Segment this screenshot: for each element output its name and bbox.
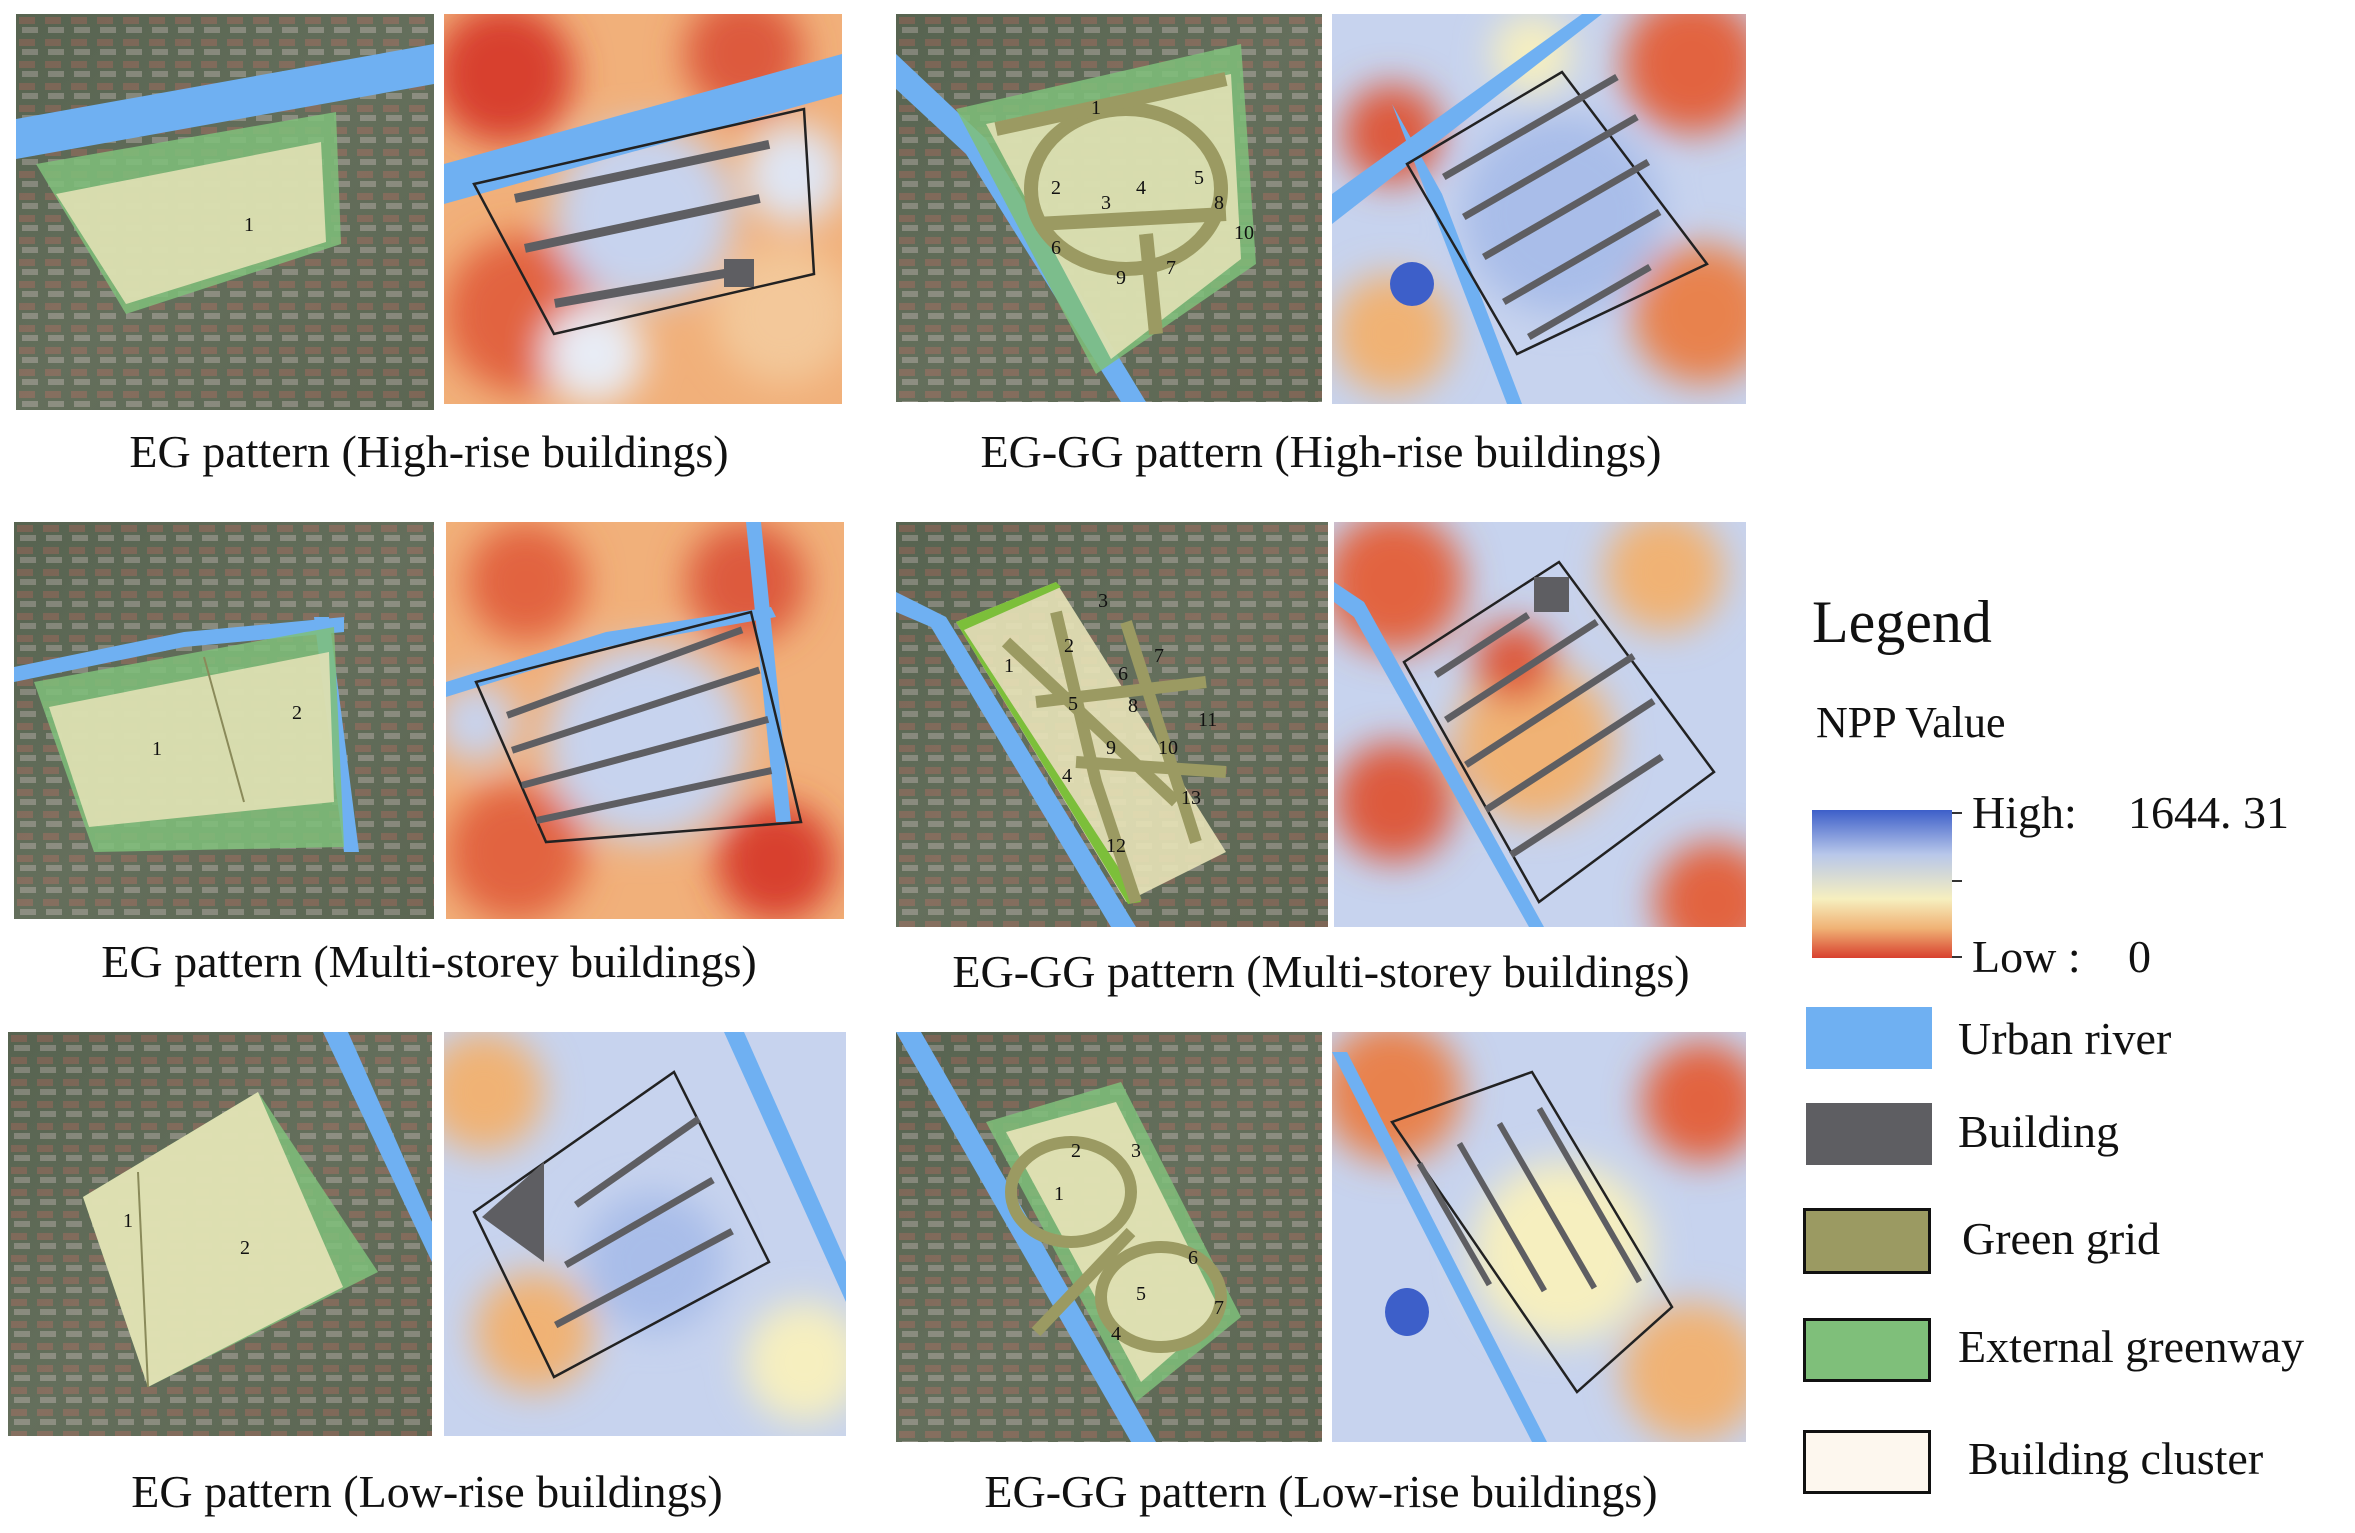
npp-high-label: High: (1972, 787, 2077, 838)
cluster-label: 1 (152, 738, 162, 760)
external-greenway-swatch (1803, 1318, 1931, 1382)
cluster-label: 2 (240, 1237, 250, 1259)
cluster-label: 3 (1098, 590, 1108, 612)
npp-low-value: 0 (2128, 931, 2151, 982)
cluster-label: 3 (1101, 192, 1111, 214)
cluster-label: 5 (1194, 167, 1204, 189)
cluster-label: 6 (1188, 1247, 1198, 1269)
satellite-map-eggg-multi-storey: 1 2 3 4 5 6 7 8 9 10 11 12 13 (896, 522, 1328, 927)
cluster-label: 8 (1128, 695, 1138, 717)
npp-map-eg-low-rise (444, 1032, 846, 1436)
npp-low-label: Low : (1972, 931, 2081, 982)
cluster-label: 2 (292, 702, 302, 724)
building-cluster-label: Building cluster (1968, 1433, 2264, 1484)
cluster-label: 6 (1051, 237, 1061, 259)
gradient-tick-mid (1952, 880, 1962, 882)
cluster-label: 7 (1214, 1297, 1224, 1319)
npp-value-title: NPP Value (1816, 698, 2006, 747)
cluster-label: 12 (1106, 835, 1126, 857)
cluster-label: 2 (1051, 177, 1061, 199)
gradient-tick-high (1952, 812, 1962, 814)
cluster-label: 9 (1116, 267, 1126, 289)
cluster-label: 4 (1062, 765, 1072, 787)
cluster-label: 1 (1091, 97, 1101, 119)
cluster-label: 1 (123, 1210, 133, 1232)
external-greenway-label: External greenway (1958, 1321, 2305, 1372)
npp-map-eggg-low-rise (1332, 1032, 1746, 1442)
satellite-map-eg-low-rise: 1 2 (8, 1032, 432, 1436)
cluster-label: 3 (1131, 1140, 1141, 1162)
cluster-label: 4 (1136, 177, 1146, 199)
cluster-label: 5 (1136, 1283, 1146, 1305)
cluster-label: 10 (1158, 737, 1178, 759)
cluster-label: 6 (1118, 663, 1128, 685)
npp-gradient-bar (1812, 810, 1952, 958)
npp-map-eg-high-rise (444, 14, 842, 404)
satellite-map-eg-multi-storey: 1 2 (14, 522, 434, 919)
cluster-label: 2 (1064, 635, 1074, 657)
caption-eggg-low-rise: EG-GG pattern (Low-rise buildings) (984, 1466, 1658, 1517)
cluster-label: 7 (1166, 257, 1176, 279)
building-label: Building (1958, 1106, 2120, 1157)
caption-eg-multi-storey: EG pattern (Multi-storey buildings) (101, 936, 757, 987)
npp-map-eggg-multi-storey (1334, 522, 1746, 927)
cluster-label: 2 (1071, 1140, 1081, 1162)
urban-river-label: Urban river (1958, 1013, 2172, 1064)
satellite-map-eggg-high-rise: 1 2 3 4 5 6 7 8 9 10 (896, 14, 1322, 402)
green-grid-label: Green grid (1962, 1213, 2160, 1264)
npp-map-eggg-high-rise (1332, 14, 1746, 404)
cluster-label: 1 (1004, 655, 1014, 677)
cluster-label: 9 (1106, 737, 1116, 759)
legend-title: Legend (1812, 589, 1992, 655)
caption-eggg-multi-storey: EG-GG pattern (Multi-storey buildings) (952, 946, 1690, 997)
cluster-label: 7 (1154, 645, 1164, 667)
cluster-label: 1 (1054, 1183, 1064, 1205)
npp-map-eg-multi-storey (446, 522, 844, 919)
cluster-label: 13 (1181, 787, 1201, 809)
cluster-label: 4 (1111, 1323, 1121, 1345)
building-cluster-swatch (1803, 1430, 1931, 1494)
satellite-map-eggg-low-rise: 1 2 3 4 5 6 7 (896, 1032, 1322, 1442)
gradient-tick-low (1952, 956, 1962, 958)
building-cluster (56, 142, 326, 304)
caption-eg-high-rise: EG pattern (High-rise buildings) (129, 426, 729, 477)
urban-river (16, 44, 434, 159)
cluster-label: 1 (244, 214, 254, 236)
urban-river-swatch (1806, 1007, 1932, 1069)
caption-eggg-high-rise: EG-GG pattern (High-rise buildings) (980, 426, 1662, 477)
caption-eg-low-rise: EG pattern (Low-rise buildings) (131, 1466, 723, 1517)
cluster-label: 10 (1234, 222, 1254, 244)
cluster-label: 11 (1198, 709, 1217, 731)
green-grid-swatch (1803, 1208, 1931, 1274)
cluster-label: 5 (1068, 693, 1078, 715)
npp-high-value: 1644. 31 (2128, 787, 2289, 838)
satellite-map-eg-high-rise: 1 (16, 14, 434, 410)
cluster-label: 8 (1214, 192, 1224, 214)
building-swatch (1806, 1103, 1932, 1165)
